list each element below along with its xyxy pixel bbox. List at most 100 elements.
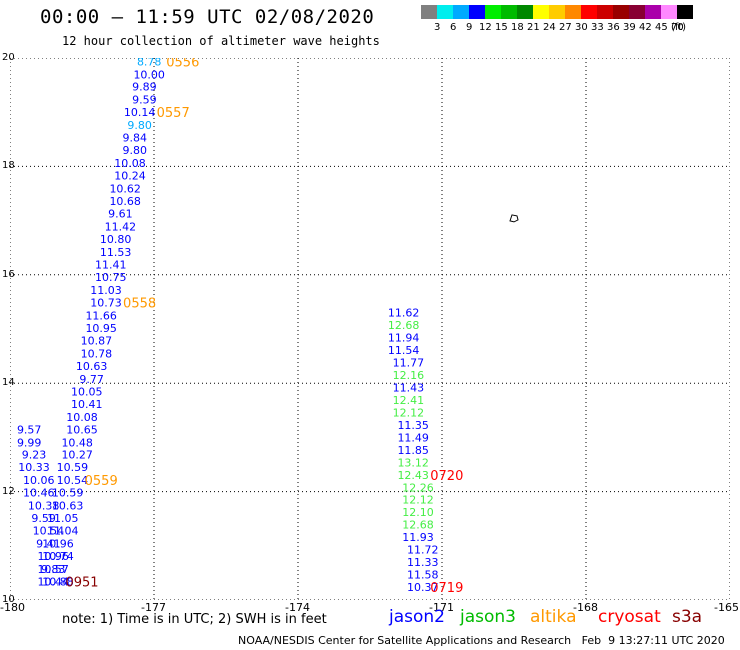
colorbar-swatch xyxy=(453,5,469,19)
x-tick-label: -180 xyxy=(0,601,25,614)
wave-height-label: 12.16 xyxy=(393,369,425,382)
wave-height-label: 9.89 xyxy=(132,81,157,94)
colorbar-swatch xyxy=(469,5,485,19)
wave-height-label: 11.54 xyxy=(388,344,420,357)
wave-height-label: 9.41 xyxy=(36,538,61,551)
wave-height-label: 10.78 xyxy=(81,347,113,360)
wave-height-label: 10.87 xyxy=(81,334,113,347)
wave-height-label: 11.94 xyxy=(388,332,420,345)
wave-height-label: 8.78 xyxy=(137,58,162,68)
colorbar-swatch xyxy=(501,5,517,19)
colorbar-label: 36 xyxy=(607,22,620,33)
wave-height-label: 9.84 xyxy=(123,132,148,145)
wave-height-label: 12.12 xyxy=(402,494,434,507)
wave-height-label: 9.80 xyxy=(127,119,152,132)
wave-height-label: 9.99 xyxy=(17,436,42,449)
legend-item-jason3: jason3 xyxy=(460,607,516,627)
legend-item-cryosat: cryosat xyxy=(598,607,661,627)
wave-height-label: 12.68 xyxy=(402,519,434,532)
colorbar-swatch xyxy=(677,5,693,19)
wave-height-label: 9.59 xyxy=(132,94,157,107)
wave-height-label: 11.03 xyxy=(90,284,122,297)
wave-height-label: 10.57 xyxy=(37,563,69,576)
colorbar-swatch xyxy=(421,5,437,19)
wave-height-label: 9.61 xyxy=(108,208,133,221)
wave-height-label: 13.12 xyxy=(397,456,429,469)
wave-height-label: 9.59 xyxy=(31,512,56,525)
wave-height-label: 10.08 xyxy=(66,411,98,424)
colorbar-label: 12 xyxy=(479,22,492,33)
legend-item-jason2: jason2 xyxy=(389,607,445,627)
wave-height-label: 10.63 xyxy=(76,360,108,373)
pass-time-label: 0556 xyxy=(166,58,199,70)
colorbar-swatch xyxy=(437,5,453,19)
wave-height-label: 10.41 xyxy=(71,398,103,411)
y-tick-label: 16 xyxy=(2,268,15,280)
wave-height-label: 11.35 xyxy=(397,419,429,432)
colorbar-label: 27 xyxy=(559,22,572,33)
wave-height-label: 11.41 xyxy=(95,259,127,272)
colorbar-swatch xyxy=(549,5,565,19)
wave-height-label: 9.80 xyxy=(123,144,148,157)
wave-height-label: 12.41 xyxy=(393,394,425,407)
plot-area: 8.78 10.00 9.89 9.59 10.14 9.80 9.84 9.80 10.08 1… xyxy=(10,58,730,600)
wave-height-label: 11.42 xyxy=(105,221,137,234)
wave-height-label: 10.80 xyxy=(100,233,132,246)
wave-height-label: 10.59 xyxy=(57,461,89,474)
wave-height-label: 9.23 xyxy=(22,449,47,462)
wave-height-label: 11.62 xyxy=(388,307,420,320)
colorbar-swatch xyxy=(485,5,501,19)
wave-height-label: 11.77 xyxy=(393,357,425,370)
wave-height-label: 10.96 xyxy=(37,550,69,563)
wave-height-label: 11.53 xyxy=(100,246,132,259)
wave-height-label: 12.68 xyxy=(388,319,420,332)
x-tick-label: -177 xyxy=(141,601,166,614)
colorbar-label: 9 xyxy=(466,22,473,33)
colorbar-swatch xyxy=(597,5,613,19)
colorbar-unit: (ft) xyxy=(671,22,687,33)
colorbar-label: 15 xyxy=(495,22,508,33)
colorbar-swatch xyxy=(645,5,661,19)
colorbar-label: 39 xyxy=(623,22,636,33)
chart-subtitle: 12 hour collection of altimeter wave hei… xyxy=(62,34,380,48)
pass-time-label: 0719 xyxy=(430,581,463,596)
colorbar-label: 6 xyxy=(450,22,457,33)
wave-height-label: 11.05 xyxy=(47,512,79,525)
wave-height-label: 10.08 xyxy=(114,157,146,170)
wave-height-label: 11.43 xyxy=(393,382,425,395)
wave-height-label: 10.54 xyxy=(33,525,65,538)
colorbar-swatch xyxy=(581,5,597,19)
wave-height-label: 10.05 xyxy=(71,385,103,398)
x-tick-label: -171 xyxy=(429,601,454,614)
colorbar-label: 3 xyxy=(434,22,441,33)
colorbar-swatch xyxy=(661,5,677,19)
y-tick-label: 14 xyxy=(2,377,15,389)
wave-height-label: 10.68 xyxy=(109,195,141,208)
wave-height-label: 10.54 xyxy=(57,474,89,487)
wave-height-label: 10.96 xyxy=(42,538,74,551)
wave-height-label: 10.65 xyxy=(66,423,98,436)
colorbar-label: 33 xyxy=(591,22,604,33)
y-tick-label: 20 xyxy=(2,52,15,63)
wave-height-label: 11.72 xyxy=(407,544,439,557)
colorbar-swatch xyxy=(533,5,549,19)
wave-height-label: 11.93 xyxy=(402,531,434,544)
legend-item-altika: altika xyxy=(530,607,577,627)
chart-title: 00:00 – 11:59 UTC 02/08/2020 xyxy=(40,6,375,28)
wave-height-label: 11.58 xyxy=(407,569,439,582)
wave-height-label: 10.37 xyxy=(407,581,439,594)
colorbar-swatch xyxy=(517,5,533,19)
credit-line: NOAA/NESDIS Center for Satellite Applica… xyxy=(238,634,725,647)
colorbar-swatch xyxy=(613,5,629,19)
wave-height-label: 12.10 xyxy=(402,506,434,519)
wave-height-label: 11.04 xyxy=(47,525,79,538)
colorbar-label: 70 xyxy=(671,22,684,33)
colorbar-swatch xyxy=(629,5,645,19)
colorbar-label: 30 xyxy=(575,22,588,33)
x-tick-label: -168 xyxy=(573,601,598,614)
wave-height-label: 11.85 xyxy=(397,444,429,457)
pass-time-label: 0720 xyxy=(430,469,463,484)
wave-height-label: 10.14 xyxy=(124,106,156,119)
wave-height-label: 10.88 xyxy=(42,576,74,589)
wave-height-label: 10.63 xyxy=(52,500,84,513)
